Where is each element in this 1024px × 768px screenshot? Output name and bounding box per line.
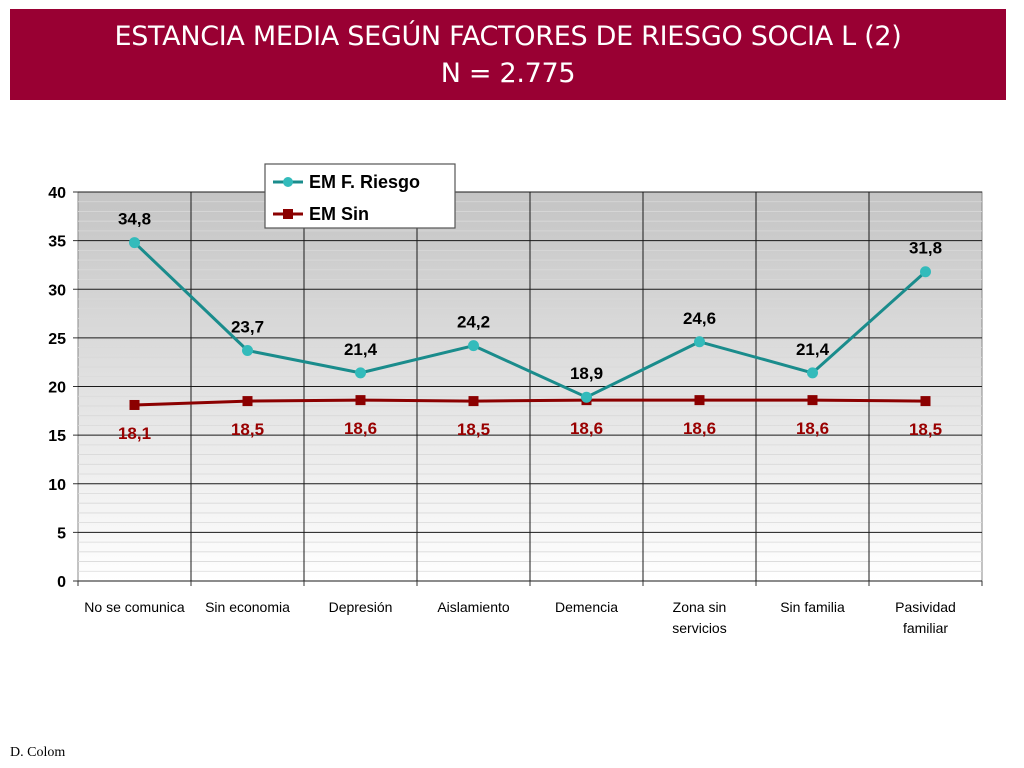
em-sin-data-label: 18,6 <box>796 419 829 438</box>
x-category-label: No se comunica <box>84 599 185 615</box>
chart-title: ESTANCIA MEDIA SEGÚN FACTORES DE RIESGO … <box>114 20 902 52</box>
em-riesgo-data-label: 21,4 <box>796 340 830 359</box>
x-category-label: Depresión <box>329 599 393 615</box>
em-sin-data-label: 18,6 <box>683 419 716 438</box>
em-riesgo-data-label: 31,8 <box>909 239 942 258</box>
em-sin-point <box>468 396 479 407</box>
em-riesgo-data-label: 24,2 <box>457 313 490 332</box>
legend-box <box>264 163 456 229</box>
em-riesgo-line <box>133 241 927 399</box>
em-riesgo-point <box>581 391 592 403</box>
title-banner: ESTANCIA MEDIA SEGÚN FACTORES DE RIESGO … <box>10 9 1006 100</box>
legend-entry-em-sin-marker <box>283 209 293 219</box>
em-sin-data-label: 18,6 <box>570 419 603 438</box>
legend-entry-em-riesgo-marker <box>283 177 293 187</box>
x-category-label: Aislamiento <box>437 599 510 615</box>
em-sin-data-label: 18,6 <box>344 419 377 438</box>
legend-entry-em-riesgo-label: EM F. Riesgo <box>309 172 420 192</box>
y-tick-label: 30 <box>48 282 66 299</box>
footer-author: D. Colom <box>10 745 66 760</box>
y-tick-label: 15 <box>48 428 66 445</box>
em-riesgo-point <box>694 336 705 348</box>
em-sin-point <box>694 395 705 406</box>
x-category-label: Pasividad familiar <box>895 599 956 636</box>
y-tick-label: 5 <box>57 525 66 542</box>
em-riesgo-point <box>242 345 253 357</box>
y-tick-label: 0 <box>57 574 66 591</box>
em-riesgo-point <box>807 367 818 379</box>
em-sin-point <box>920 396 931 407</box>
grid-lines <box>78 191 982 582</box>
em-sin-data-label: 18,5 <box>909 420 942 439</box>
chart-subtitle: N = 2.775 <box>440 57 576 89</box>
data-labels: 34,8 23,7 21,4 24,2 18,9 24,6 21,4 31,8 18,1 18,5… <box>118 210 942 443</box>
y-tick-label: 20 <box>48 380 66 397</box>
x-category-label: Sin familia <box>780 599 845 615</box>
series-layer <box>129 237 931 410</box>
em-riesgo-data-label: 18,9 <box>570 364 603 383</box>
line-chart: 0 5 10 15 20 25 30 35 40 No se comunica Sin econo… <box>48 163 983 636</box>
x-category-label: Zona sin servicios <box>672 599 726 636</box>
x-category-label: Sin economia <box>205 599 290 615</box>
legend-entry-em-sin-label: EM Sin <box>309 204 369 224</box>
em-sin-data-label: 18,5 <box>231 420 264 439</box>
em-sin-point <box>355 395 366 406</box>
y-axis: 0 5 10 15 20 25 30 35 40 <box>48 185 78 591</box>
em-sin-point <box>807 395 818 406</box>
x-category-label: Demencia <box>555 599 618 615</box>
y-tick-label: 35 <box>48 234 66 251</box>
em-riesgo-data-label: 21,4 <box>344 340 378 359</box>
em-riesgo-point <box>355 367 366 379</box>
em-riesgo-data-label: 34,8 <box>118 210 151 229</box>
em-sin-line <box>134 398 926 407</box>
x-axis: No se comunica Sin economia Depresión Aisla… <box>77 581 983 636</box>
em-sin-data-label: 18,5 <box>457 420 490 439</box>
y-tick-label: 40 <box>48 185 66 202</box>
em-riesgo-point <box>129 237 140 249</box>
em-sin-point <box>242 396 253 407</box>
y-tick-label: 10 <box>48 477 66 494</box>
em-sin-point <box>129 399 140 410</box>
em-riesgo-data-label: 24,6 <box>683 309 716 328</box>
legend[interactable]: EM F. Riesgo EM Sin <box>264 163 456 229</box>
y-tick-label: 25 <box>48 331 66 348</box>
em-riesgo-point <box>920 266 931 278</box>
em-riesgo-data-label: 23,7 <box>231 318 264 337</box>
em-sin-data-label: 18,1 <box>118 424 151 443</box>
em-riesgo-point <box>468 340 479 352</box>
